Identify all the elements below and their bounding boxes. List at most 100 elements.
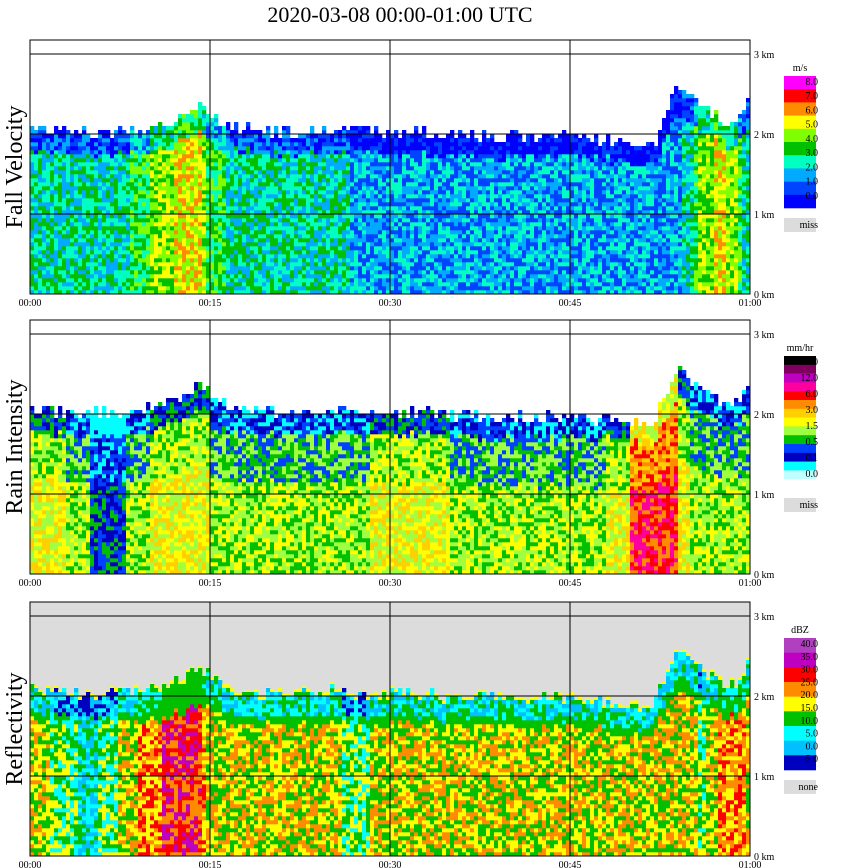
heatmap-cell [510,162,514,166]
heatmap-cell [210,214,214,218]
heatmap-cell [378,206,382,210]
heatmap-cell [86,222,90,226]
heatmap-cell [178,162,182,166]
heatmap-cell [42,278,46,282]
heatmap-cell [198,266,202,270]
heatmap-cell [298,182,302,186]
heatmap-cell [374,146,378,150]
heatmap-cell [410,138,414,142]
heatmap-cell [242,214,246,218]
heatmap-cell [82,258,86,262]
heatmap-cell [154,230,158,234]
heatmap-cell [470,266,474,270]
heatmap-cell [350,270,354,274]
heatmap-cell [134,146,138,150]
heatmap-cell [218,250,222,254]
heatmap-cell [254,282,258,286]
heatmap-cell [170,282,174,286]
heatmap-cell [422,266,426,270]
heatmap-cell [462,238,466,242]
heatmap-cell [250,166,254,170]
heatmap-cell [474,282,478,286]
heatmap-cell [214,222,218,226]
heatmap-cell [42,266,46,270]
heatmap-cell [270,286,274,290]
heatmap-cell [482,266,486,270]
heatmap-cell [318,198,322,202]
heatmap-cell [250,246,254,250]
heatmap-cell [434,154,438,158]
heatmap-cell [38,146,42,150]
heatmap-cell [150,134,154,138]
heatmap-cell [50,182,54,186]
heatmap-cell [218,230,222,234]
heatmap-cell [246,230,250,234]
heatmap-cell [302,234,306,238]
heatmap-cell [210,198,214,202]
heatmap-cell [250,238,254,242]
heatmap-cell [498,286,502,290]
heatmap-cell [178,270,182,274]
heatmap-cell [254,278,258,282]
heatmap-cell [170,214,174,218]
heatmap-cell [374,162,378,166]
heatmap-cell [110,186,114,190]
heatmap-cell [310,198,314,202]
heatmap-cell [230,162,234,166]
heatmap-cell [346,182,350,186]
heatmap-cell [162,282,166,286]
heatmap-cell [34,286,38,290]
heatmap-cell [150,186,154,190]
heatmap-cell [186,118,190,122]
heatmap-cell [306,178,310,182]
heatmap-cell [402,174,406,178]
heatmap-cell [34,282,38,286]
heatmap-cell [466,166,470,170]
heatmap-cell [506,262,510,266]
heatmap-cell [402,134,406,138]
heatmap-cell [94,158,98,162]
heatmap-cell [154,146,158,150]
heatmap-cell [466,250,470,254]
heatmap-cell [346,146,350,150]
heatmap-cell [378,174,382,178]
heatmap-cell [474,162,478,166]
heatmap-cell [326,234,330,238]
heatmap-cell [222,254,226,258]
heatmap-cell [458,278,462,282]
heatmap-cell [322,242,326,246]
heatmap-cell [70,254,74,258]
heatmap-cell [258,214,262,218]
heatmap-cell [102,198,106,202]
heatmap-cell [94,190,98,194]
heatmap-cell [66,222,70,226]
heatmap-cell [202,150,206,154]
heatmap-cell [118,174,122,178]
heatmap-cell [406,206,410,210]
heatmap-cell [422,154,426,158]
heatmap-cell [426,178,430,182]
heatmap-cell [494,214,498,218]
heatmap-cell [398,250,402,254]
heatmap-cell [426,158,430,162]
heatmap-cell [218,178,222,182]
heatmap-cell [406,286,410,290]
heatmap-cell [258,246,262,250]
heatmap-cell [282,258,286,262]
heatmap-cell [490,246,494,250]
heatmap-cell [202,182,206,186]
heatmap-cell [54,178,58,182]
heatmap-cell [274,250,278,254]
heatmap-cell [510,202,514,206]
heatmap-cell [314,146,318,150]
heatmap-cell [162,202,166,206]
heatmap-cell [490,206,494,210]
heatmap-cell [458,154,462,158]
heatmap-cell [454,226,458,230]
heatmap-cell [298,258,302,262]
heatmap-cell [310,142,314,146]
heatmap-cell [282,262,286,266]
heatmap-cell [506,150,510,154]
heatmap-cell [230,166,234,170]
heatmap-cell [154,282,158,286]
